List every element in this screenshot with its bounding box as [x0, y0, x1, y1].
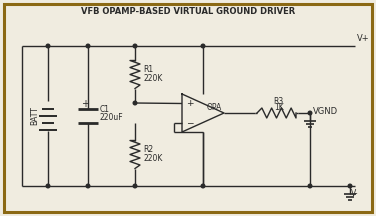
Text: +: +: [186, 99, 194, 108]
Text: R3: R3: [273, 97, 284, 106]
Circle shape: [308, 111, 312, 115]
Text: R1: R1: [143, 65, 153, 74]
Circle shape: [86, 44, 90, 48]
Text: 1K: 1K: [274, 103, 284, 113]
Circle shape: [133, 101, 137, 105]
Text: 220K: 220K: [143, 154, 162, 163]
Text: V-: V-: [351, 189, 358, 199]
Circle shape: [201, 44, 205, 48]
Circle shape: [46, 184, 50, 188]
Text: −: −: [186, 118, 194, 127]
Text: VFB OPAMP-BASED VIRTUAL GROUND DRIVER: VFB OPAMP-BASED VIRTUAL GROUND DRIVER: [81, 6, 295, 16]
Text: V+: V+: [357, 34, 370, 43]
FancyBboxPatch shape: [4, 4, 372, 212]
Circle shape: [308, 184, 312, 188]
Text: 220K: 220K: [143, 74, 162, 83]
Text: VGND: VGND: [313, 106, 338, 116]
Circle shape: [201, 184, 205, 188]
Circle shape: [46, 44, 50, 48]
Text: OPA: OPA: [207, 103, 222, 113]
Circle shape: [133, 44, 137, 48]
Text: R2: R2: [143, 145, 153, 154]
Text: BATT: BATT: [30, 106, 39, 125]
Text: 220uF: 220uF: [100, 113, 124, 121]
Text: +: +: [81, 99, 89, 109]
Circle shape: [348, 184, 352, 188]
Circle shape: [133, 184, 137, 188]
Text: C1: C1: [100, 105, 110, 113]
Circle shape: [86, 184, 90, 188]
